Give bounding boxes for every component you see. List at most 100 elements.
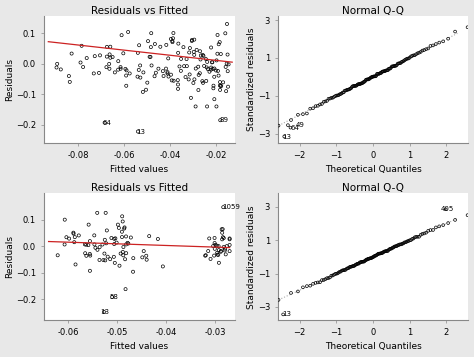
Point [316, 102, 324, 107]
Point [361, 258, 369, 264]
Point [122, 242, 130, 247]
Point [343, 266, 350, 272]
Y-axis label: Standardized residuals: Standardized residuals [247, 28, 256, 131]
Point [210, 83, 217, 89]
Point [369, 255, 376, 260]
Point [140, 70, 147, 75]
Point [331, 93, 339, 99]
Point [54, 61, 61, 67]
Point [194, 64, 202, 70]
Point [134, 129, 142, 134]
Point [124, 240, 131, 246]
Point [334, 92, 341, 98]
Text: 49: 49 [296, 122, 305, 128]
Point [342, 267, 349, 273]
Point [401, 240, 409, 245]
Point [417, 232, 425, 238]
Point [148, 62, 155, 68]
Point [146, 54, 154, 60]
Point [83, 55, 91, 61]
Point [113, 240, 120, 246]
Point [79, 64, 87, 70]
Point [207, 256, 214, 262]
Point [348, 84, 356, 90]
Point [356, 81, 364, 87]
Point [111, 236, 119, 241]
Point [365, 256, 373, 262]
Point [91, 242, 98, 247]
Point [202, 252, 210, 258]
Point [117, 251, 125, 256]
Point [386, 246, 393, 252]
Point [101, 237, 109, 243]
Point [193, 47, 201, 53]
Point [355, 261, 363, 266]
Point [392, 243, 400, 249]
Point [180, 44, 187, 50]
Point [101, 257, 109, 263]
Point [190, 49, 198, 55]
Point [451, 217, 459, 223]
Y-axis label: Residuals: Residuals [6, 235, 15, 278]
Point [104, 254, 111, 260]
Point [394, 242, 401, 248]
Point [165, 74, 173, 79]
Point [378, 69, 386, 75]
Point [222, 64, 229, 70]
Point [386, 66, 394, 71]
Point [103, 44, 111, 50]
Point [374, 71, 382, 77]
Point [451, 29, 459, 34]
Point [306, 283, 314, 288]
Point [420, 231, 428, 236]
Point [336, 269, 344, 275]
Title: Residuals vs Fitted: Residuals vs Fitted [91, 6, 188, 16]
Point [355, 261, 362, 266]
Point [363, 76, 371, 82]
Point [191, 76, 198, 82]
Point [221, 248, 228, 253]
Point [111, 70, 118, 75]
Point [303, 283, 310, 289]
Point [427, 43, 434, 49]
Point [124, 29, 132, 35]
Point [347, 86, 355, 91]
Point [360, 259, 368, 265]
Point [358, 80, 366, 86]
Point [409, 236, 416, 242]
Point [196, 49, 204, 54]
Point [406, 237, 413, 243]
Point [362, 257, 369, 263]
Point [374, 251, 382, 257]
Point [356, 260, 364, 265]
Point [402, 239, 410, 245]
Point [191, 37, 198, 42]
Point [422, 46, 430, 52]
Point [388, 64, 396, 69]
Point [352, 262, 360, 267]
Point [409, 53, 416, 59]
Point [223, 61, 230, 66]
Point [402, 56, 410, 62]
Point [110, 236, 118, 242]
Point [464, 24, 471, 30]
Point [392, 63, 400, 69]
Point [185, 50, 193, 55]
Point [377, 251, 384, 256]
Point [213, 57, 220, 63]
Point [86, 268, 94, 274]
Point [206, 69, 213, 75]
Point [383, 67, 391, 73]
Point [393, 243, 401, 249]
Point [346, 86, 354, 91]
Y-axis label: Standardized residuals: Standardized residuals [247, 205, 256, 308]
Point [210, 74, 218, 80]
Point [222, 88, 230, 94]
Point [320, 277, 328, 283]
Point [86, 238, 94, 244]
Point [353, 261, 360, 267]
Point [215, 243, 222, 249]
Point [429, 42, 437, 48]
Point [192, 104, 200, 109]
Point [215, 41, 222, 47]
